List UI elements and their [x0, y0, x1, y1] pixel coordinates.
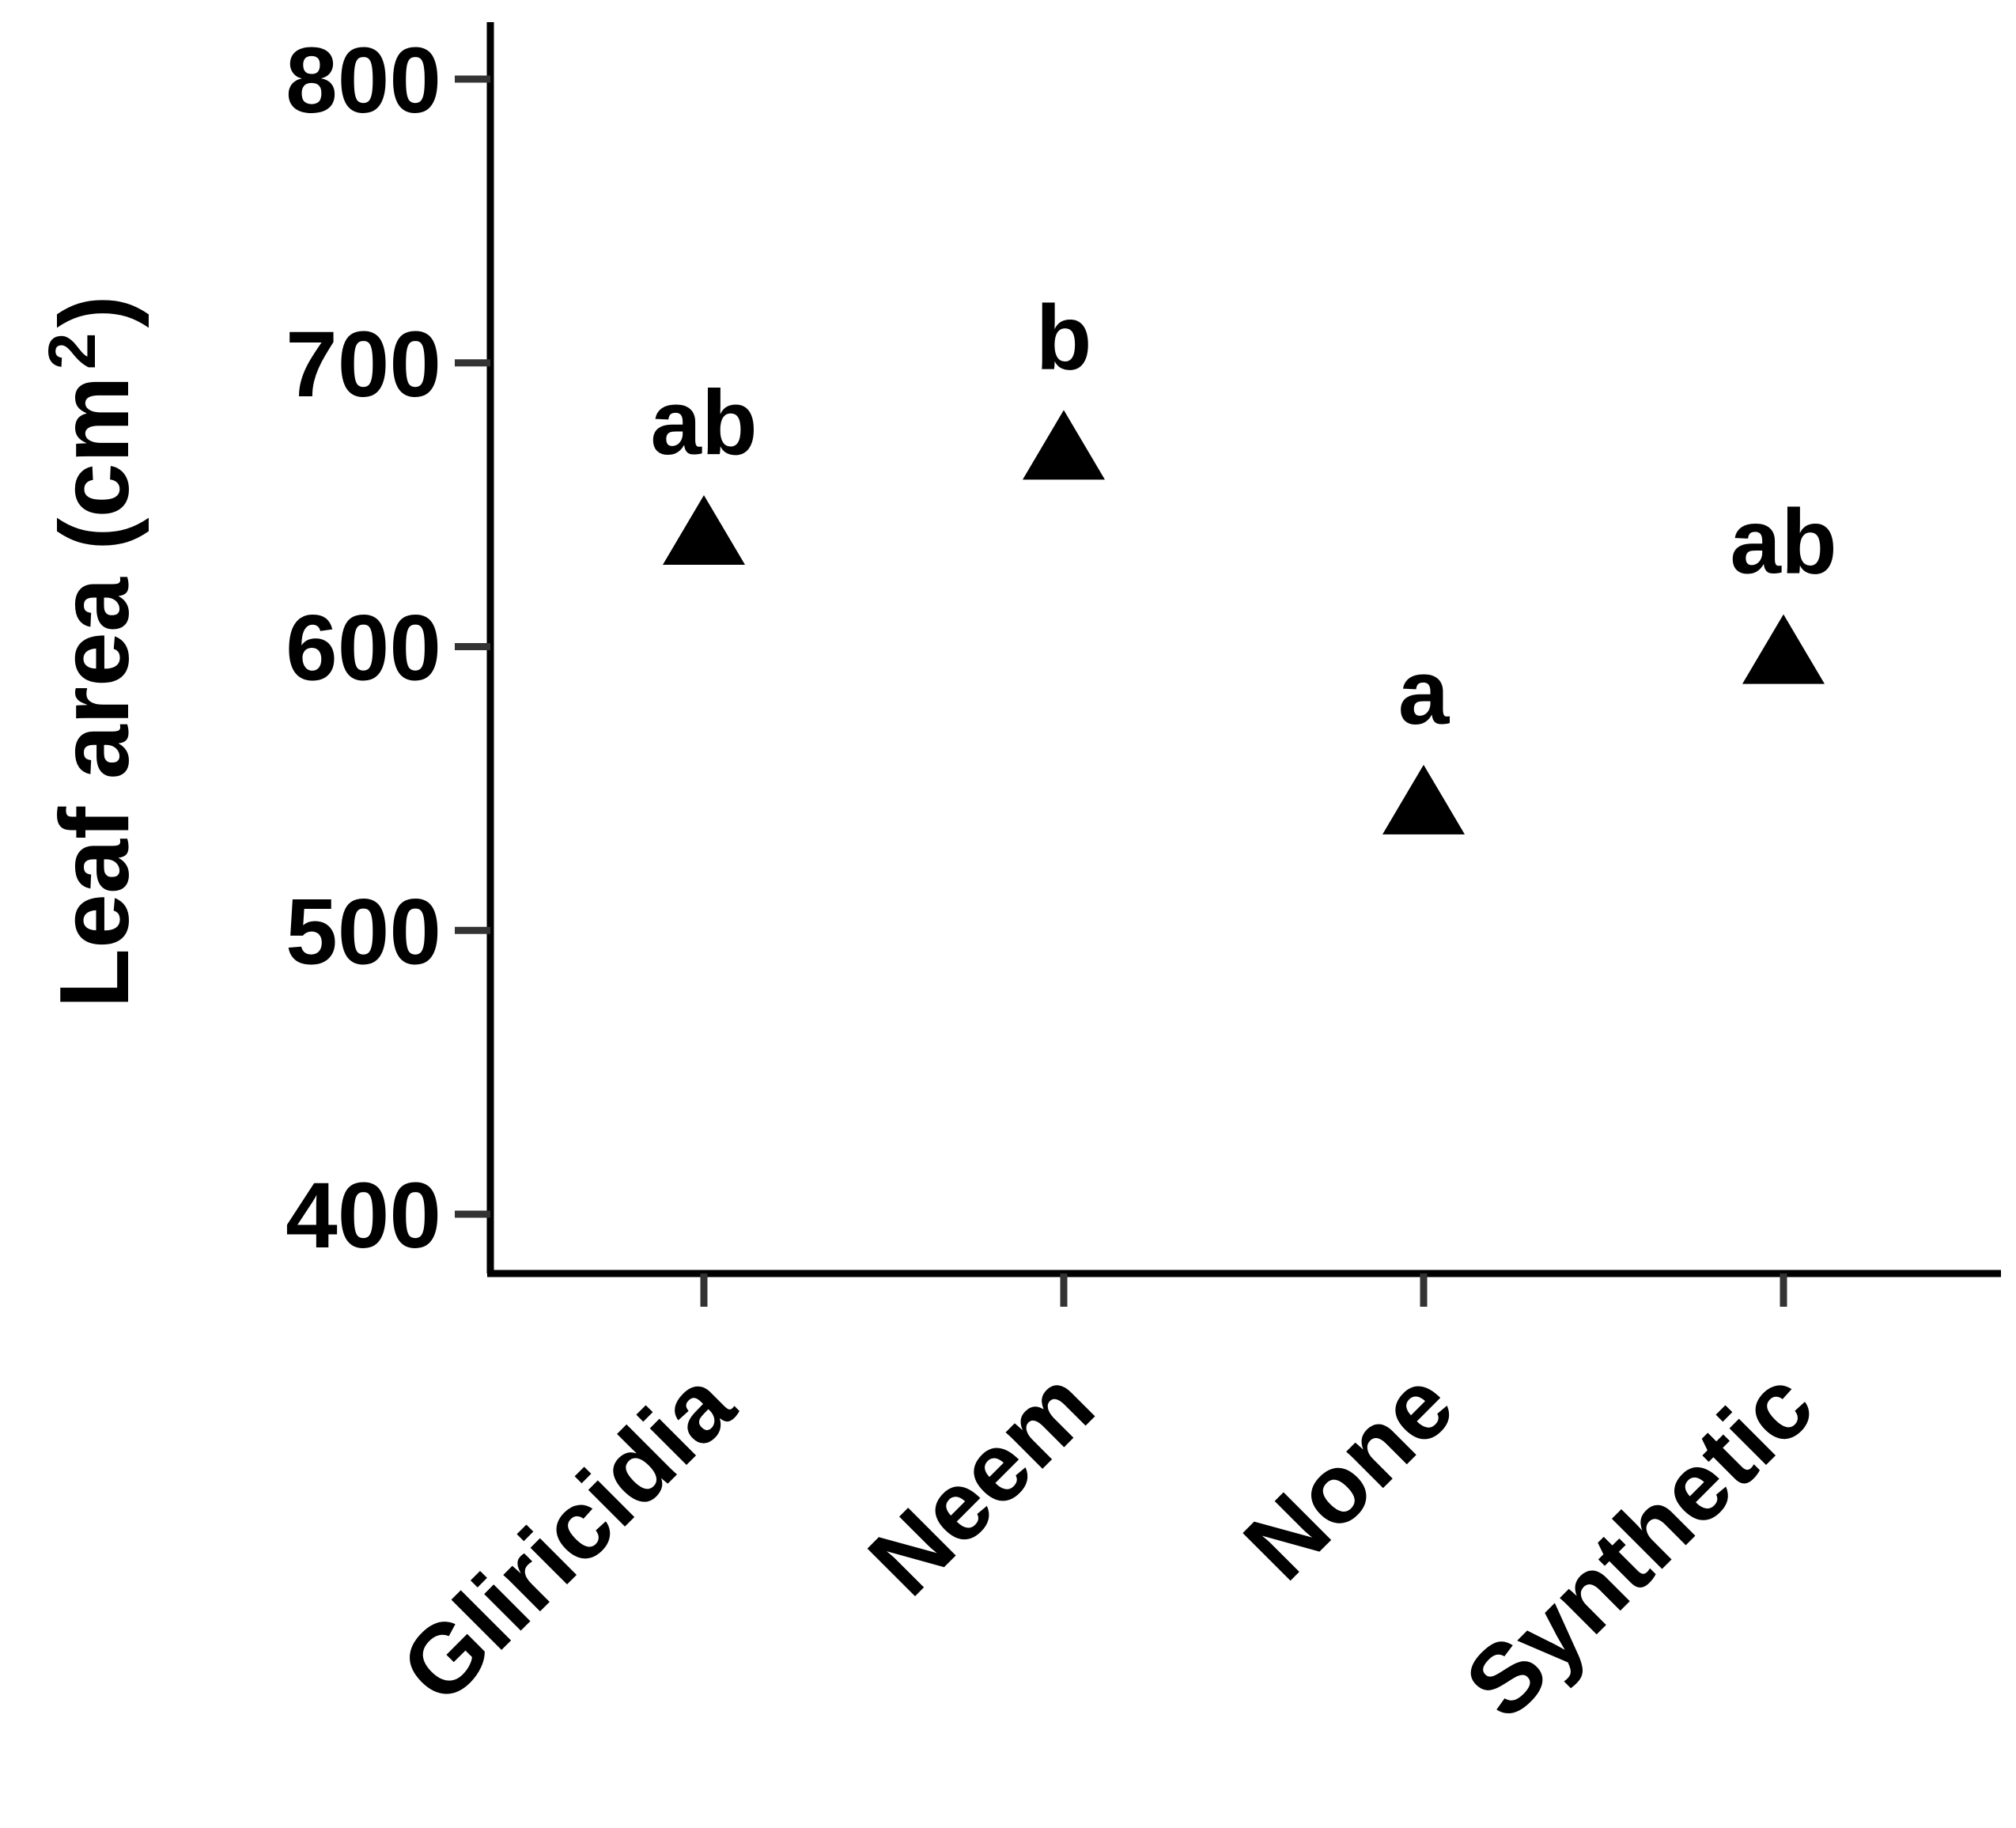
y-tick-label: 500: [286, 880, 441, 984]
significance-letter-none: a: [1398, 641, 1451, 744]
y-axis-title: Leaf area (cm 2): [35, 295, 149, 1009]
data-point-none: [1382, 764, 1465, 835]
significance-letter-gliricidia: ab: [650, 371, 757, 474]
data-points: [663, 410, 1825, 835]
data-point-gliricidia: [663, 495, 745, 565]
data-point-synthetic: [1742, 614, 1825, 684]
x-category-label-synthetic: Synthetic: [1445, 1350, 1834, 1739]
significance-letter-neem: b: [1036, 286, 1092, 388]
x-category-label-neem: Neem: [849, 1350, 1114, 1616]
significance-letter-synthetic: ab: [1730, 490, 1836, 593]
significance-letters: ab b a ab: [650, 286, 1836, 743]
y-axis-title-superscript: 2: [35, 333, 109, 370]
y-tick-label: 700: [286, 312, 441, 417]
y-axis-title-close: ): [40, 295, 149, 327]
x-category-label-none: None: [1224, 1350, 1474, 1601]
y-tick-label: 800: [286, 28, 441, 133]
y-axis-title-group: Leaf area (cm 2): [35, 295, 149, 1009]
y-tick-label: 400: [286, 1164, 441, 1268]
x-category-label-gliricidia: Gliricidia: [380, 1349, 755, 1724]
y-axis-title-main: Leaf area (cm: [40, 376, 149, 1009]
y-tick-label: 600: [286, 596, 441, 701]
y-axis-ticks: 400 500 600 700 800: [286, 28, 490, 1268]
data-point-neem: [1023, 410, 1105, 480]
